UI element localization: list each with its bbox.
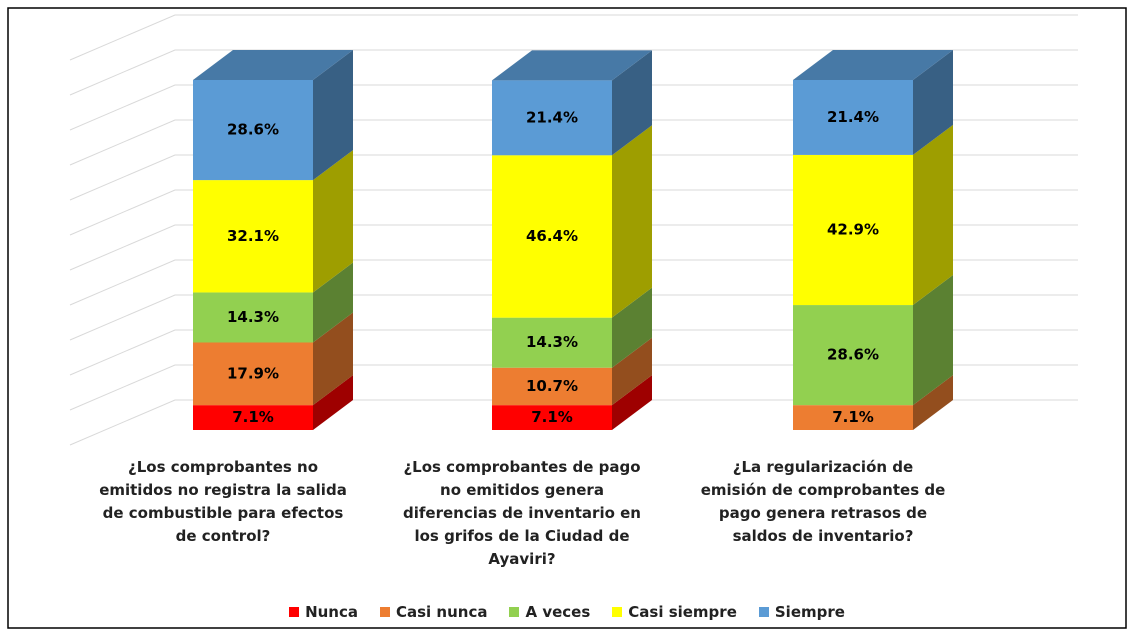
bar-side: [913, 124, 953, 306]
bar-side: [313, 375, 353, 430]
data-label: 21.4%: [526, 108, 578, 126]
chart-border: [7, 7, 1127, 629]
bar-segment: [492, 80, 612, 156]
legend-label: A veces: [525, 603, 591, 621]
bar-segment: [793, 80, 913, 155]
legend-item: Casi nunca: [380, 603, 487, 621]
bar-segment: [492, 317, 612, 368]
bar-segment: [793, 305, 913, 406]
legend-item: Siempre: [758, 603, 845, 621]
legend-label: Nunca: [305, 603, 358, 621]
data-label: 32.1%: [227, 227, 279, 245]
data-label: 46.4%: [526, 227, 578, 245]
bar-side: [612, 375, 652, 430]
data-label: 28.6%: [827, 346, 879, 364]
bar-segment: [492, 405, 612, 430]
data-label: 14.3%: [526, 333, 578, 351]
bar-segment: [193, 405, 313, 430]
data-label: 21.4%: [827, 108, 879, 126]
bar-side: [612, 337, 652, 406]
bar-side: [612, 125, 652, 318]
grid-line: [69, 224, 1078, 271]
bar-side: [313, 262, 353, 343]
bar-side: [313, 150, 353, 293]
bar-segment: [193, 180, 313, 293]
grid-line: [69, 399, 1078, 446]
legend-label: Siempre: [774, 603, 845, 621]
legend-item: Casi siempre: [612, 603, 737, 621]
grid-line: [69, 14, 1078, 61]
legend-label: Casi nunca: [396, 603, 488, 621]
grid-line: [69, 189, 1078, 236]
data-label: 42.9%: [827, 220, 879, 238]
bar-side: [913, 275, 953, 406]
bar-top: [193, 50, 353, 80]
legend-label: Casi siempre: [628, 603, 737, 621]
bar-top: [793, 50, 953, 80]
grid-line: [69, 49, 1078, 96]
data-label: 7.1%: [531, 408, 573, 426]
bar-segment: [193, 342, 313, 406]
data-label: 7.1%: [832, 408, 874, 426]
data-label: 7.1%: [232, 408, 274, 426]
bar-segment: [793, 154, 913, 306]
bar-side: [913, 375, 953, 430]
legend-swatch: [289, 607, 300, 617]
grid-line: [69, 294, 1078, 341]
grid-line: [69, 119, 1078, 166]
data-label: 10.7%: [526, 377, 578, 395]
legend: Nunca Casi nunca A veces Casi siempre Siempr…: [0, 603, 1134, 621]
grid-line: [69, 84, 1078, 131]
bar-side: [612, 50, 652, 156]
bar-segment: [193, 292, 313, 343]
bar-side: [313, 312, 353, 406]
grid-line: [69, 154, 1078, 201]
legend-item: Nunca: [289, 603, 358, 621]
grid-line: [69, 259, 1078, 306]
bar-segment: [193, 80, 313, 181]
bar-segment: [793, 405, 913, 430]
grid-line: [69, 364, 1078, 411]
bar-segment: [492, 367, 612, 406]
bar-side: [913, 50, 953, 155]
bar-segment: [492, 155, 612, 318]
data-label: 14.3%: [227, 308, 279, 326]
bar-top: [492, 50, 652, 81]
x-tick-label: ¿Los comprobantes no emitidos no registr…: [99, 458, 347, 545]
legend-item: A veces: [509, 603, 590, 621]
x-tick-label: ¿Los comprobantes de pago no emitidos ge…: [403, 458, 641, 568]
bar-side: [612, 287, 652, 368]
bar-side: [313, 50, 353, 181]
data-label: 17.9%: [227, 364, 279, 382]
data-label: 28.6%: [227, 121, 279, 139]
legend-swatch: [612, 607, 623, 617]
legend-swatch: [509, 607, 520, 617]
x-tick-label: ¿La regularización de emisión de comprob…: [700, 458, 946, 545]
legend-swatch: [380, 607, 390, 617]
grid-line: [69, 329, 1078, 376]
legend-swatch: [758, 607, 769, 617]
